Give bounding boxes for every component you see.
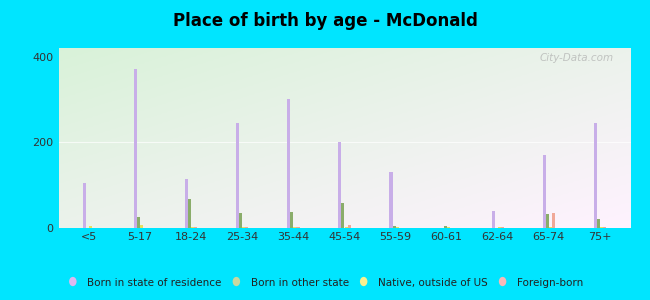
Bar xyxy=(396,227,398,228)
Bar xyxy=(344,227,348,228)
Bar xyxy=(597,219,600,228)
Bar xyxy=(600,227,603,228)
Text: City-Data.com: City-Data.com xyxy=(540,53,614,63)
Bar xyxy=(543,155,546,228)
Bar xyxy=(491,211,495,228)
Bar xyxy=(236,123,239,228)
Bar xyxy=(242,227,246,228)
Bar xyxy=(389,172,393,228)
Legend: Born in state of residence, Born in other state, Native, outside of US, Foreign-: Born in state of residence, Born in othe… xyxy=(62,273,588,292)
Bar xyxy=(83,183,86,228)
Bar xyxy=(339,142,341,228)
Bar xyxy=(246,227,248,228)
Bar xyxy=(185,179,188,228)
Bar xyxy=(341,203,344,228)
Bar xyxy=(443,226,447,228)
Bar xyxy=(603,227,606,228)
Bar xyxy=(137,217,140,228)
Bar xyxy=(291,212,293,228)
Bar xyxy=(191,227,194,228)
Bar xyxy=(498,227,501,228)
Bar xyxy=(134,69,137,228)
Bar xyxy=(593,123,597,228)
Bar xyxy=(296,227,300,228)
Bar xyxy=(552,213,555,228)
Bar xyxy=(393,226,396,228)
Bar xyxy=(546,214,549,228)
Bar xyxy=(293,227,296,228)
Bar xyxy=(500,227,504,228)
Bar xyxy=(287,99,291,228)
Bar xyxy=(89,226,92,228)
Bar xyxy=(239,213,242,228)
Bar xyxy=(188,199,191,228)
Bar xyxy=(140,225,143,228)
Text: Place of birth by age - McDonald: Place of birth by age - McDonald xyxy=(172,12,478,30)
Bar xyxy=(194,227,198,228)
Bar xyxy=(447,227,450,228)
Bar xyxy=(348,225,350,228)
Bar xyxy=(549,227,552,228)
